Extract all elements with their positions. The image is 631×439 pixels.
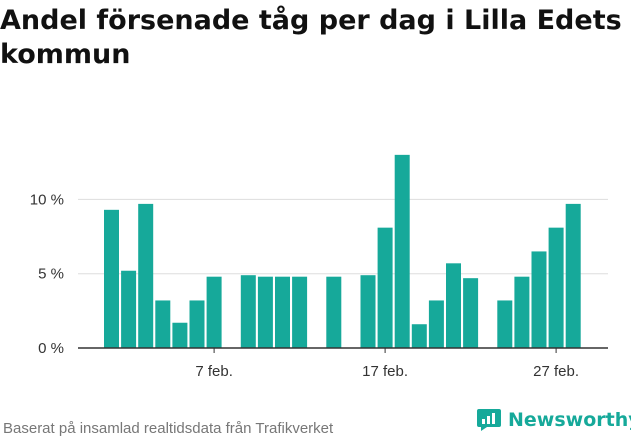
bar [377, 227, 393, 348]
chart-title: Andel försenade tåg per dag i Lilla Edet… [0, 5, 622, 70]
y-axis-ticks: 0 % 5 % 10 % [30, 191, 64, 357]
y-tick-label: 10 % [30, 191, 64, 208]
x-tick-label: 27 feb. [533, 363, 579, 380]
newsworthy-logo-icon [477, 409, 501, 431]
bar [497, 300, 513, 348]
bar [326, 276, 342, 348]
bar [292, 276, 308, 348]
bar [565, 203, 581, 348]
bar [275, 276, 290, 348]
brand-name: Newsworthy [508, 409, 631, 431]
gridlines [78, 198, 608, 275]
bar [189, 300, 205, 348]
x-axis-ticks: 7 feb. 17 feb. 27 feb. [78, 347, 608, 380]
bar [360, 275, 376, 348]
bar [548, 227, 564, 348]
bar [104, 209, 119, 348]
bar-chart: 0 % 5 % 10 % 7 feb. 17 feb. 27 feb. [30, 154, 608, 380]
bar [514, 276, 530, 348]
bar [257, 276, 273, 348]
bar [428, 300, 444, 348]
bar [463, 278, 479, 348]
bar [240, 275, 256, 348]
bar [206, 276, 222, 348]
bar [172, 322, 188, 348]
bar [155, 300, 171, 348]
bar [531, 251, 547, 348]
bar [394, 154, 410, 348]
bar [138, 203, 154, 348]
y-tick-label: 0 % [38, 340, 64, 357]
bar [411, 324, 427, 348]
x-tick-label: 7 feb. [195, 363, 233, 380]
x-tick-label: 17 feb. [362, 363, 408, 380]
source-note: Baserat på insamlad realtidsdata från Tr… [3, 420, 334, 437]
y-tick-label: 5 % [38, 266, 64, 283]
bar [121, 270, 137, 348]
bars [104, 154, 581, 348]
brand: Newsworthy [476, 408, 631, 432]
bar [446, 263, 461, 348]
